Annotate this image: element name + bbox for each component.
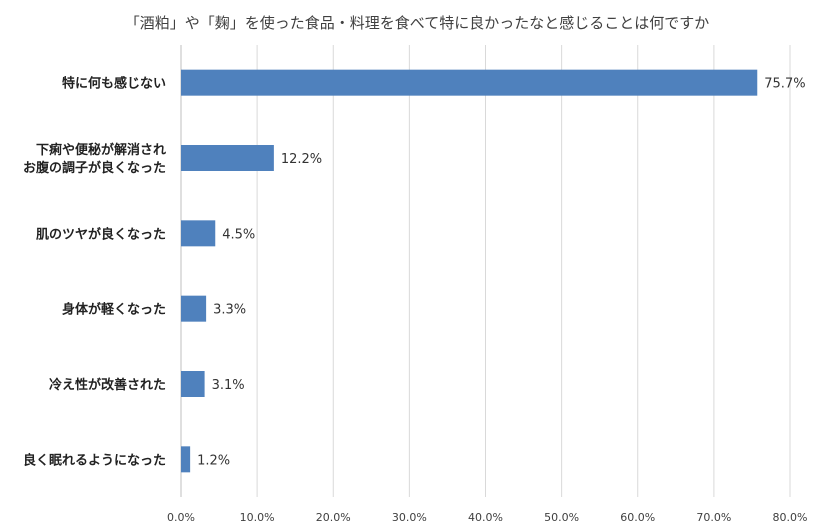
bar-2 <box>181 145 274 171</box>
bar-4 <box>181 295 207 322</box>
x-tick-label: 70.0% <box>696 511 731 524</box>
chart-title: 「酒粕」や「麹」を使った食品・料理を食べて特に良かったなと感じることは何ですか <box>125 14 709 32</box>
data-label: 3.1% <box>212 378 245 393</box>
data-label: 4.5% <box>222 227 255 242</box>
category-label: 下痢や便秘が解消されお腹の調子が良くなった <box>23 142 166 176</box>
bar-5 <box>181 371 205 397</box>
bar-1 <box>181 69 758 96</box>
data-label: 75.7% <box>764 77 805 92</box>
x-tick-label: 40.0% <box>468 511 503 524</box>
x-tick-label: 50.0% <box>544 511 579 524</box>
x-tick-label: 80.0% <box>773 511 808 524</box>
x-tick-label: 0.0% <box>167 511 195 524</box>
data-label: 1.2% <box>197 453 230 468</box>
bars <box>181 69 758 473</box>
category-label: 特に何も感じない <box>62 76 166 92</box>
data-label: 12.2% <box>281 152 322 167</box>
x-tick-label: 10.0% <box>240 511 275 524</box>
bar-6 <box>181 446 191 473</box>
category-label: 肌のツヤが良くなった <box>36 226 166 242</box>
category-label: 身体が軽くなった <box>62 302 166 318</box>
x-axis-tick-labels: 0.0% 10.0% 20.0% 30.0% 40.0% 50.0% 60.0% 70.0% 8… <box>167 511 807 524</box>
category-labels: 特に何も感じない下痢や便秘が解消されお腹の調子が良くなった肌のツヤが良くなった身… <box>23 76 166 469</box>
category-label: 冷え性が改善された <box>49 377 166 393</box>
value-labels: 75.7% 12.2% 4.5% 3.3% 3.1% 1.2% <box>197 77 805 469</box>
x-tick-label: 60.0% <box>620 511 655 524</box>
bar-3 <box>181 220 216 247</box>
x-tick-label: 20.0% <box>316 511 351 524</box>
gridlines <box>180 45 791 497</box>
data-label: 3.3% <box>213 303 246 318</box>
category-label: 良く眠れるようになった <box>23 452 166 468</box>
x-tick-label: 30.0% <box>392 511 427 524</box>
